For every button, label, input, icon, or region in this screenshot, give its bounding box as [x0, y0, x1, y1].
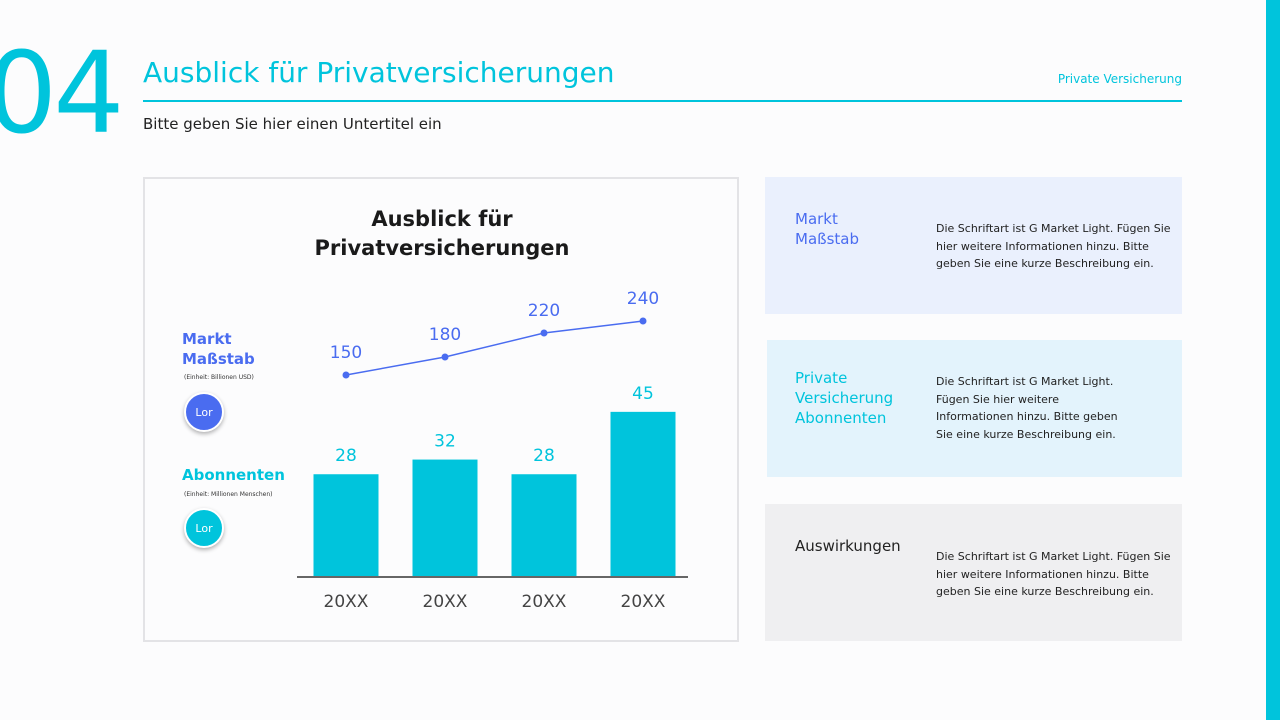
- bar-value-label: 32: [434, 432, 456, 452]
- section-tag: Private Versicherung: [1057, 72, 1182, 86]
- card-title: Private Versicherung Abonnenten: [795, 369, 894, 427]
- info-card: Private Versicherung Abonnenten Die Schr…: [767, 340, 1182, 477]
- line: [345, 320, 644, 376]
- line-point: [342, 371, 350, 379]
- chart-panel: 28 32 28 45 150 180 220 240 20XX 20XX 20XX 20XX Aus…: [143, 177, 739, 642]
- legend-label: Abonnenten: [182, 466, 285, 484]
- bar-value-label: 45: [632, 384, 654, 404]
- card-text: Die Schriftart ist G Market Light. Fügen…: [936, 550, 1171, 598]
- legend-unit: (Einheit: Millionen Menschen): [184, 491, 273, 498]
- line-value-label: 150: [330, 343, 362, 363]
- legend-label: Markt Maßstab: [182, 330, 255, 368]
- title-rule: [143, 100, 1182, 102]
- legend-badge: Lor: [184, 508, 224, 548]
- card-title: Markt Maßstab: [795, 210, 859, 248]
- x-tick-label: 20XX: [621, 592, 666, 612]
- card-text: Die Schriftart ist G Market Light. Fügen…: [936, 375, 1118, 441]
- x-tick-label: 20XX: [423, 592, 468, 612]
- legend-badge: Lor: [184, 392, 224, 432]
- bar: [412, 459, 478, 577]
- side-strip: [1266, 0, 1280, 720]
- line-point: [441, 353, 449, 361]
- line-point: [639, 317, 647, 325]
- bar-value-label: 28: [335, 446, 357, 466]
- card-text: Die Schriftart ist G Market Light. Fügen…: [936, 222, 1171, 270]
- bar: [610, 411, 676, 577]
- chart-title: Ausblick für Privatversicherungen: [314, 207, 570, 260]
- slide-title: Ausblick für Privatversicherungen: [143, 56, 615, 89]
- chart: 28 32 28 45 150 180 220 240 20XX 20XX 20XX 20XX: [297, 289, 688, 612]
- x-tick-label: 20XX: [324, 592, 369, 612]
- subtitle: Bitte geben Sie hier einen Untertitel ei…: [143, 115, 442, 133]
- line-value-label: 240: [627, 289, 659, 309]
- info-card: Auswirkungen Die Schriftart ist G Market…: [765, 504, 1182, 641]
- line-value-label: 220: [528, 301, 560, 321]
- line-point: [540, 329, 548, 337]
- x-tick-label: 20XX: [522, 592, 567, 612]
- section-number: 04: [0, 29, 125, 159]
- legend-unit: (Einheit: Billionen USD): [184, 374, 254, 381]
- line-value-label: 180: [429, 325, 461, 345]
- bar-value-label: 28: [533, 446, 555, 466]
- info-card: Markt Maßstab Die Schriftart ist G Marke…: [765, 177, 1182, 314]
- card-title: Auswirkungen: [795, 537, 901, 555]
- bar: [511, 474, 577, 577]
- bar: [313, 474, 379, 577]
